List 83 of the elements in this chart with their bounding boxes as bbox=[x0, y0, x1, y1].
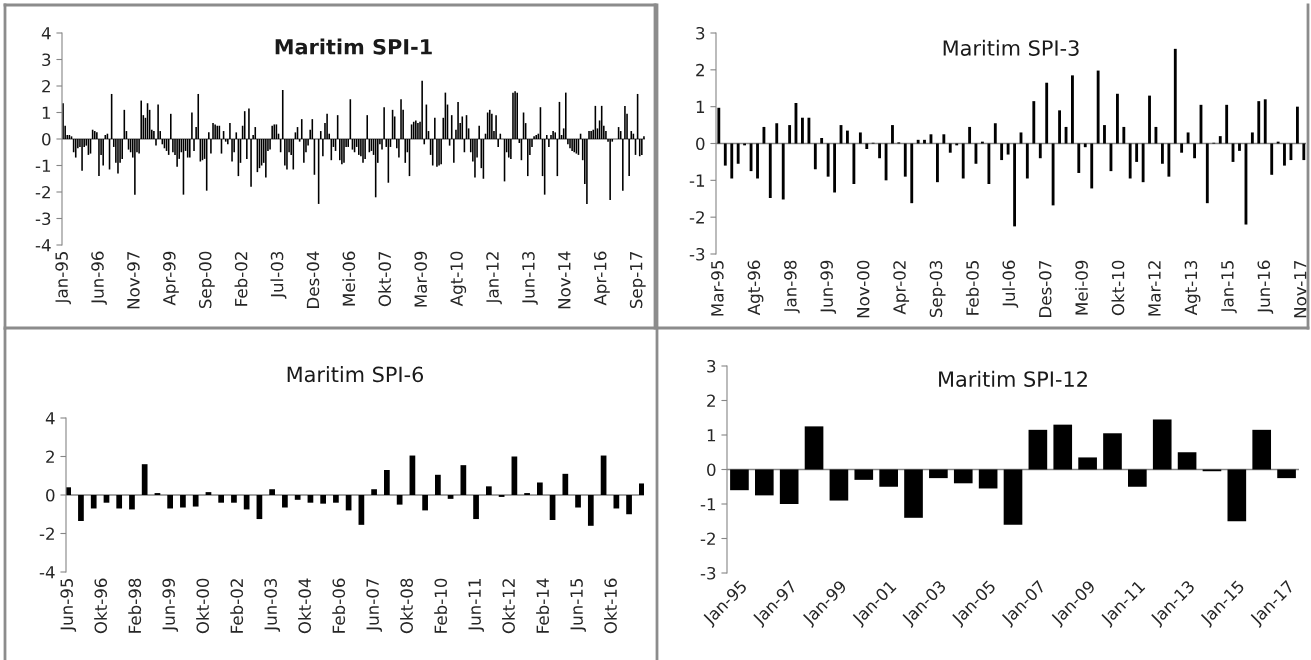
y-tick-label: -1 bbox=[689, 174, 705, 187]
y-tick-label: 2 bbox=[46, 450, 54, 463]
y-tick-label: -2 bbox=[689, 211, 704, 224]
x-tick-label: Agt-10 bbox=[450, 251, 467, 307]
x-tick-label: Feb-14 bbox=[536, 578, 550, 633]
x-tick-label: Jun-16 bbox=[1257, 260, 1274, 314]
x-tick-label: Okt-00 bbox=[196, 578, 210, 634]
x-tick-label: Feb-98 bbox=[128, 578, 142, 633]
x-tick-label: Agt-96 bbox=[747, 260, 764, 316]
chart-title: Maritim SPI-1 bbox=[275, 38, 432, 55]
y-tick-label: -3 bbox=[35, 212, 51, 226]
x-tick-label: Jun-07 bbox=[366, 578, 383, 632]
y-tick-label: 2 bbox=[42, 79, 50, 93]
x-tick-label: Sep-17 bbox=[629, 251, 646, 309]
y-tick-label: -3 bbox=[689, 247, 705, 261]
x-tick-label: Jan-15 bbox=[1221, 261, 1237, 314]
x-tick-label: Sep-03 bbox=[929, 260, 946, 318]
y-tick-label: -2 bbox=[39, 527, 54, 540]
x-tick-label: Mei-09 bbox=[1075, 260, 1088, 315]
y-tick-label: -4 bbox=[39, 566, 55, 579]
y-tick-label: 3 bbox=[707, 359, 716, 373]
y-tick-label: -1 bbox=[700, 498, 716, 511]
y-tick-label: 1 bbox=[707, 429, 716, 442]
x-tick-label: Okt-08 bbox=[400, 578, 413, 634]
x-tick-label: Jun-11 bbox=[468, 579, 484, 632]
x-tick-label: Feb-02 bbox=[234, 252, 248, 306]
y-tick-label: 1 bbox=[696, 100, 705, 113]
x-tick-label: Agt-13 bbox=[1184, 260, 1201, 316]
x-tick-label: Mei-06 bbox=[342, 251, 356, 306]
x-tick-label: Sep-00 bbox=[198, 251, 215, 309]
y-tick-label: -2 bbox=[35, 185, 50, 199]
x-tick-label: Feb-06 bbox=[332, 578, 346, 633]
x-tick-label: Jun-03 bbox=[264, 578, 281, 632]
x-tick-label: Nov-97 bbox=[127, 251, 140, 309]
x-tick-label: Nov-00 bbox=[856, 260, 870, 318]
x-tick-label: Jun-95 bbox=[60, 579, 77, 632]
y-tick-label: -4 bbox=[35, 239, 51, 252]
x-tick-label: Jan-12 bbox=[486, 252, 502, 305]
y-tick-label: 0 bbox=[696, 137, 705, 151]
x-tick-label: Okt-04 bbox=[298, 578, 312, 634]
x-tick-label: Okt-07 bbox=[378, 251, 392, 307]
x-tick-label: Mar-09 bbox=[414, 251, 427, 307]
x-tick-label: Mar-95 bbox=[711, 261, 724, 316]
x-tick-label: Nov-14 bbox=[558, 251, 571, 309]
x-tick-label: Jun-99 bbox=[162, 578, 179, 632]
x-tick-label: Jun-13 bbox=[522, 251, 538, 305]
y-tick-label: 2 bbox=[696, 63, 704, 77]
chart-title: Maritim SPI-6 bbox=[287, 366, 424, 383]
chart-title: Maritim SPI-12 bbox=[939, 370, 1087, 387]
x-tick-label: Des-07 bbox=[1038, 260, 1052, 317]
x-tick-label: Okt-16 bbox=[604, 578, 617, 634]
x-tick-label: Apr-99 bbox=[163, 251, 179, 306]
x-tick-label: Jul-06 bbox=[1002, 260, 1019, 308]
y-tick-label: 4 bbox=[45, 412, 55, 425]
y-tick-label: 1 bbox=[42, 106, 51, 119]
x-tick-label: Des-04 bbox=[306, 251, 320, 308]
x-tick-label: Jun-99 bbox=[820, 260, 837, 314]
x-tick-label: Jul-03 bbox=[270, 251, 287, 299]
y-tick-label: 0 bbox=[46, 488, 55, 502]
y-tick-label: 0 bbox=[707, 463, 716, 477]
x-tick-label: Nov-17 bbox=[1294, 260, 1307, 318]
x-tick-label: Okt-96 bbox=[94, 578, 108, 634]
x-tick-label: Jan-98 bbox=[784, 260, 800, 314]
x-tick-label: Apr-02 bbox=[893, 261, 910, 315]
x-tick-label: Okt-12 bbox=[502, 579, 515, 634]
y-tick-label: 3 bbox=[696, 26, 705, 40]
y-tick-label: -1 bbox=[35, 159, 51, 172]
x-tick-label: Mar-12 bbox=[1148, 261, 1161, 316]
y-tick-label: -3 bbox=[700, 566, 716, 580]
x-tick-label: Feb-05 bbox=[965, 261, 979, 315]
y-tick-label: 4 bbox=[41, 27, 51, 40]
x-tick-label: Okt-10 bbox=[1111, 260, 1125, 316]
chart-title: Maritim SPI-3 bbox=[943, 39, 1079, 56]
y-tick-label: 0 bbox=[42, 132, 51, 146]
x-tick-label: Jun-96 bbox=[91, 251, 107, 305]
x-tick-label: Apr-16 bbox=[593, 251, 610, 306]
x-tick-label: Jan-95 bbox=[55, 252, 71, 305]
y-tick-label: 2 bbox=[707, 394, 715, 407]
x-tick-label: Jun-15 bbox=[570, 579, 586, 632]
x-tick-label: Feb-02 bbox=[230, 579, 244, 633]
y-tick-label: -2 bbox=[700, 532, 715, 545]
y-tick-label: 3 bbox=[42, 53, 51, 67]
x-tick-label: Feb-10 bbox=[434, 578, 448, 633]
